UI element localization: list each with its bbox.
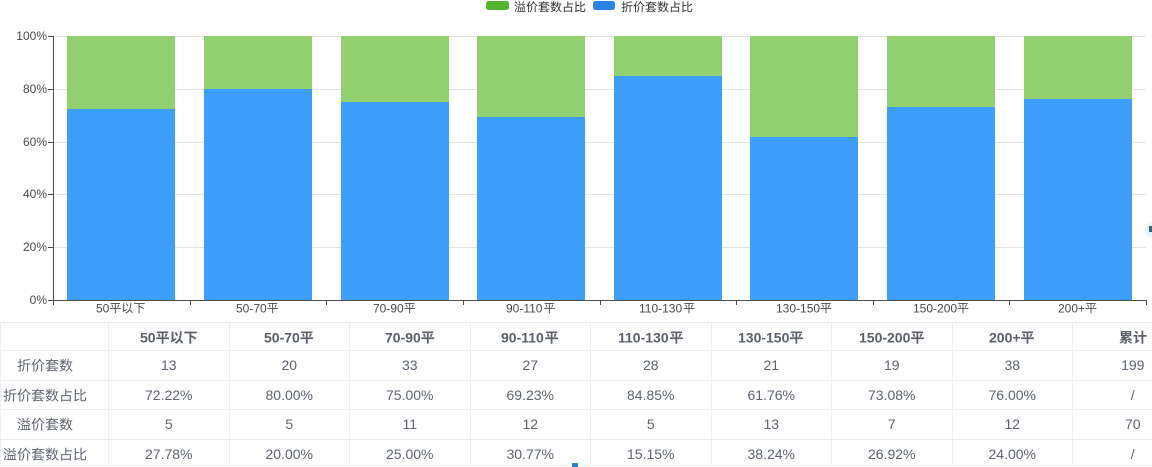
svg-text:200+: 200+: [989, 329, 1021, 345]
svg-text:110-130: 110-130: [618, 329, 669, 345]
svg-text:150-200: 150-200: [913, 301, 957, 315]
svg-text:50: 50: [96, 301, 110, 315]
svg-text:200+: 200+: [1058, 301, 1085, 315]
svg-text:70-90: 70-90: [385, 329, 421, 345]
svg-text:90-110: 90-110: [506, 301, 543, 315]
svg-text:50: 50: [140, 329, 156, 345]
svg-text:150-200: 150-200: [859, 329, 911, 345]
svg-text:90-110: 90-110: [501, 329, 544, 345]
svg-text:50-70: 50-70: [264, 329, 300, 345]
svg-text:110-130: 110-130: [639, 301, 682, 315]
svg-text:130-150: 130-150: [776, 301, 820, 315]
svg-text:130-150: 130-150: [738, 329, 790, 345]
svg-text:70-90: 70-90: [373, 301, 404, 315]
svg-text:50-70: 50-70: [236, 301, 267, 315]
